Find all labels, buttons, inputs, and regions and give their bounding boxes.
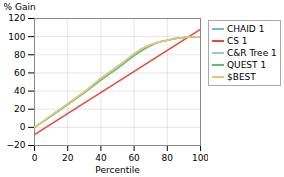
svg-text:40: 40 (14, 86, 26, 96)
svg-text:80: 80 (14, 50, 26, 60)
svg-text:−20: −20 (7, 140, 26, 150)
svg-text:20: 20 (14, 104, 26, 114)
svg-text:% Gain: % Gain (4, 2, 36, 12)
html-text:CS 1: CS 1 (227, 36, 248, 46)
svg-text:100: 100 (8, 32, 25, 42)
svg-text:40: 40 (95, 153, 107, 163)
html-text:CHAID 1: CHAID 1 (227, 24, 265, 34)
html-text:QUEST 1: QUEST 1 (227, 60, 267, 70)
svg-text:120: 120 (8, 13, 25, 23)
svg-text:0: 0 (32, 153, 38, 163)
svg-text:80: 80 (162, 153, 174, 163)
svg-text:100: 100 (192, 153, 208, 163)
svg-text:20: 20 (62, 153, 74, 163)
html-text:C&R Tree 1: C&R Tree 1 (227, 48, 277, 58)
html-text:$BEST: $BEST (227, 72, 256, 82)
svg-text:60: 60 (14, 68, 26, 78)
svg-text:60: 60 (128, 153, 140, 163)
svg-text:0: 0 (20, 122, 26, 132)
svg-text:Percentile: Percentile (95, 165, 140, 175)
